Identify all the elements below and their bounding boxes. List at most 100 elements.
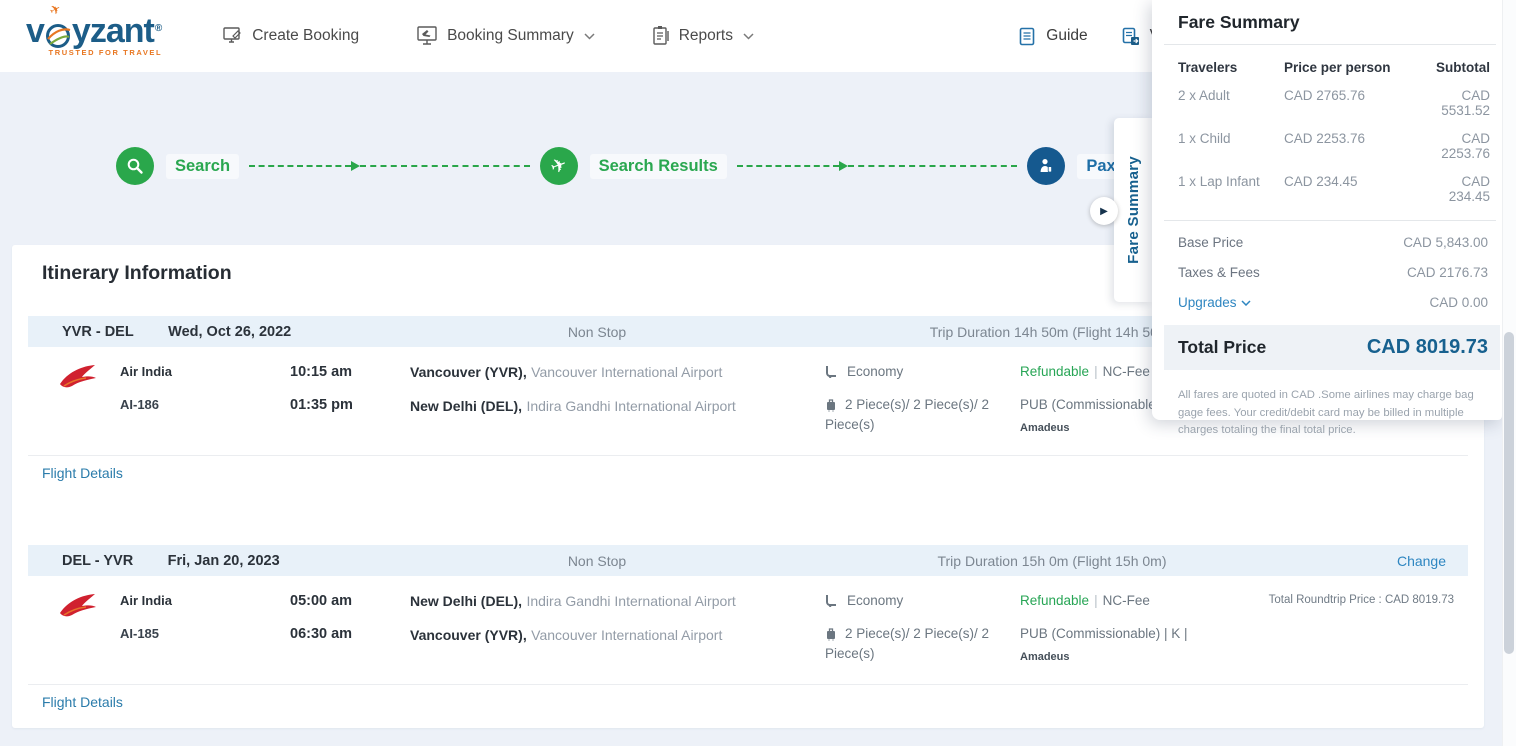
depart-airport: Indira Gandhi International Airport bbox=[526, 593, 736, 609]
collapse-panel-button[interactable]: ▶ bbox=[1090, 197, 1118, 225]
airline-cell: Air India AI-186 bbox=[120, 362, 290, 415]
segment-content: Air India AI-186 10:15 am 01:35 pm Vanco… bbox=[28, 347, 1468, 455]
cabin-baggage-cell: Economy 2 Piece(s)/ 2 Piece(s)/ 2 Piece(… bbox=[825, 591, 1020, 664]
flight-details-link[interactable]: Flight Details bbox=[42, 694, 123, 710]
upgrades-label: Upgrades bbox=[1178, 295, 1237, 310]
subtotal: CAD 234.45 bbox=[1448, 174, 1490, 204]
voyzant-logo[interactable]: ✈ v yzant ® TRUSTED FOR TRAVEL bbox=[26, 0, 162, 57]
cabin-baggage-cell: Economy 2 Piece(s)/ 2 Piece(s)/ 2 Piece(… bbox=[825, 362, 1020, 435]
air-india-logo-icon bbox=[60, 365, 96, 388]
times-cell: 05:00 am 06:30 am bbox=[290, 591, 410, 644]
col-header-price-per-person: Price per person bbox=[1284, 60, 1391, 75]
luggage-icon bbox=[827, 628, 835, 641]
fee-type: NC-Fee bbox=[1102, 593, 1150, 608]
arrive-airport: Indira Gandhi International Airport bbox=[526, 398, 736, 414]
depart-time: 10:15 am bbox=[290, 364, 353, 380]
depart-time: 05:00 am bbox=[290, 593, 353, 609]
stops: Non Stop bbox=[567, 552, 627, 569]
change-link[interactable]: Change bbox=[1396, 552, 1446, 569]
chevron-down-icon bbox=[1241, 299, 1251, 306]
flight-details-link[interactable]: Flight Details bbox=[42, 465, 123, 481]
col-header-travelers: Travelers bbox=[1178, 60, 1238, 75]
fare-summary-tab-label: Fare Summary bbox=[1124, 156, 1142, 264]
airline-name: Air India bbox=[120, 364, 173, 379]
fare-summary-tab[interactable]: Fare Summary bbox=[1114, 118, 1152, 302]
plane-icon: ✈ bbox=[539, 147, 578, 185]
right-arrow-icon: ▶ bbox=[1100, 205, 1108, 217]
trip-duration: Trip Duration 14h 50m (Flight 14h 50m) bbox=[929, 323, 1175, 340]
document-export-icon bbox=[1122, 27, 1139, 45]
refundable-badge: Refundable bbox=[1020, 593, 1090, 608]
create-booking-monitor-icon bbox=[223, 27, 242, 43]
fare-info-cell: Refundable | NC-Fee PUB (Commissionable) |… bbox=[1020, 591, 1250, 663]
arrive-airport: Vancouver International Airport bbox=[531, 627, 723, 643]
segment-route-date: YVR - DEL Wed, Oct 26, 2022 bbox=[62, 323, 392, 341]
air-india-logo-icon bbox=[60, 594, 96, 617]
fare-summary-panel: Fare Summary Travelers Price per person … bbox=[1152, 0, 1502, 436]
baggage-allowance: 2 Piece(s)/ 2 Piece(s)/ 2 Piece(s) bbox=[825, 626, 990, 661]
seat-icon bbox=[826, 595, 836, 607]
nav-label: Booking Summary bbox=[447, 27, 574, 44]
depart-city: New Delhi (DEL), bbox=[410, 593, 523, 609]
chevron-down-icon bbox=[584, 32, 595, 40]
step-search-results[interactable]: ✈ Search Results bbox=[539, 147, 727, 185]
upgrades-value: CAD 0.00 bbox=[1429, 295, 1488, 310]
airline-logo bbox=[58, 591, 120, 628]
upgrades-toggle[interactable]: Upgrades bbox=[1178, 295, 1251, 310]
seat-icon bbox=[826, 366, 836, 378]
price-breakdown: Base Price CAD 5,843.00 Taxes & Fees CAD… bbox=[1178, 235, 1488, 310]
airline-logo bbox=[58, 362, 120, 399]
taxes-value: CAD 2176.73 bbox=[1406, 265, 1488, 280]
taxes-row: Taxes & Fees CAD 2176.73 bbox=[1178, 265, 1488, 280]
subtotal: CAD 2253.76 bbox=[1441, 131, 1490, 161]
step-label: Search Results bbox=[589, 153, 727, 179]
price-per-person: CAD 2765.76 bbox=[1284, 88, 1366, 103]
reports-clipboard-icon bbox=[653, 26, 669, 45]
flight-details-row: Flight Details bbox=[28, 684, 1468, 722]
base-price-label: Base Price bbox=[1178, 235, 1244, 250]
arrive-city: Vancouver (YVR), bbox=[410, 627, 527, 643]
passenger-icon bbox=[1027, 147, 1066, 185]
fare-basis: PUB (Commissionable) | K | bbox=[1020, 397, 1188, 412]
flight-number: AI-185 bbox=[120, 626, 160, 641]
total-price-label: Total Price bbox=[1178, 337, 1267, 357]
airports-cell: New Delhi (DEL), Indira Gandhi Internati… bbox=[410, 591, 825, 646]
baggage-allowance: 2 Piece(s)/ 2 Piece(s)/ 2 Piece(s) bbox=[825, 397, 990, 432]
segment-gap bbox=[28, 493, 1468, 514]
luggage-icon bbox=[827, 399, 835, 412]
times-cell: 10:15 am 01:35 pm bbox=[290, 362, 410, 415]
travelers-table: Travelers Price per person Subtotal 2 x … bbox=[1178, 60, 1490, 204]
step-search[interactable]: Search bbox=[116, 147, 240, 185]
nav-reports[interactable]: Reports bbox=[651, 25, 754, 47]
booking-summary-monitor-icon bbox=[417, 26, 437, 45]
nav-create-booking[interactable]: Create Booking bbox=[222, 26, 359, 46]
flight-number: AI-186 bbox=[120, 397, 160, 412]
fare-info-cell: Refundable | NC-Fee PUB (Commissionable) |… bbox=[1020, 362, 1250, 434]
date: Wed, Oct 26, 2022 bbox=[168, 323, 292, 340]
fare-basis: PUB (Commissionable) | K | bbox=[1020, 626, 1188, 641]
flight-details-row: Flight Details bbox=[28, 455, 1468, 493]
arrive-city: New Delhi (DEL), bbox=[410, 398, 523, 414]
arrive-time: 01:35 pm bbox=[290, 397, 353, 413]
divider bbox=[1164, 220, 1496, 221]
gds-source: Amadeus bbox=[1020, 422, 1070, 434]
depart-airport: Vancouver International Airport bbox=[531, 364, 723, 380]
total-price-row: Total Price CAD 8019.73 bbox=[1164, 325, 1500, 370]
airports-cell: Vancouver (YVR), Vancouver International… bbox=[410, 362, 825, 417]
traveler-type: 2 x Adult bbox=[1178, 88, 1230, 103]
depart-city: Vancouver (YVR), bbox=[410, 364, 527, 380]
stepper-connector bbox=[249, 161, 530, 171]
col-header-subtotal: Subtotal bbox=[1436, 60, 1490, 75]
stepper-connector bbox=[736, 161, 1018, 171]
fare-disclaimer: All fares are quoted in CAD .Some airlin… bbox=[1178, 389, 1474, 436]
nav-guide[interactable]: Guide bbox=[1019, 27, 1088, 46]
guide-document-icon bbox=[1019, 27, 1035, 45]
nav-booking-summary[interactable]: Booking Summary bbox=[415, 25, 595, 47]
scrollbar-thumb[interactable] bbox=[1504, 332, 1514, 654]
fee-type: NC-Fee bbox=[1102, 364, 1150, 379]
stops: Non Stop bbox=[567, 323, 627, 340]
price-per-person: CAD 234.45 bbox=[1284, 174, 1358, 189]
chevron-down-icon bbox=[743, 32, 754, 40]
nav-label: Create Booking bbox=[252, 27, 360, 44]
